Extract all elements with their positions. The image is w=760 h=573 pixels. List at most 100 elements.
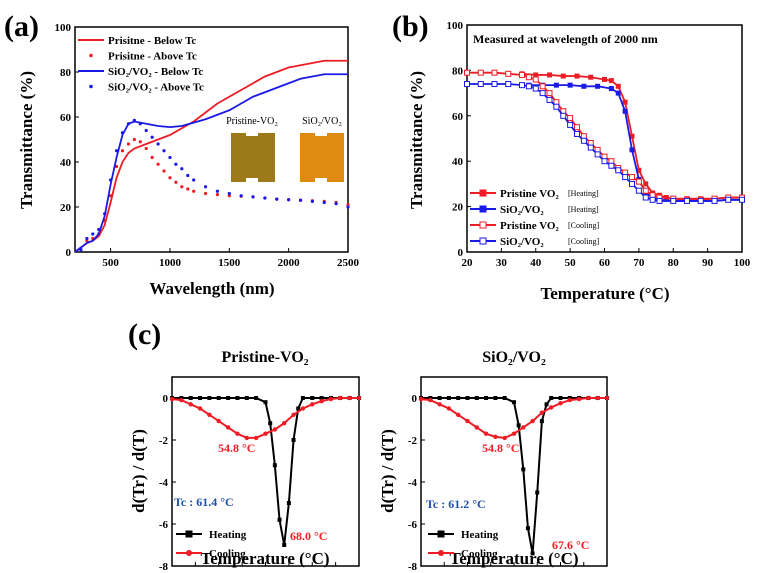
- data-point: [109, 178, 113, 182]
- data-point: [103, 212, 107, 216]
- data-point: [533, 72, 539, 78]
- data-point: [225, 425, 231, 430]
- legend-tag: [Heating]: [568, 189, 599, 198]
- data-point: [346, 205, 350, 209]
- panel-label-b: (b): [392, 10, 429, 43]
- data-point: [346, 203, 350, 207]
- data-point: [310, 396, 315, 400]
- data-point: [670, 197, 677, 204]
- x-tick-label: 60: [509, 571, 521, 573]
- legend-label: Prisitne - Above Tc: [108, 51, 197, 63]
- series-line: [467, 71, 742, 201]
- data-point: [725, 196, 732, 203]
- data-point: [251, 195, 255, 199]
- data-point: [739, 196, 745, 203]
- data-point: [576, 396, 582, 402]
- legend-marker: [479, 189, 487, 197]
- y-tick-label: -8: [408, 561, 418, 573]
- data-point: [519, 71, 525, 78]
- data-point: [144, 146, 148, 151]
- y-tick-label: 60: [452, 111, 464, 123]
- y-axis-title-c1: d(Tr) / d(T): [129, 429, 148, 513]
- data-point: [604, 395, 610, 401]
- data-point: [263, 431, 268, 436]
- data-point: [539, 410, 545, 415]
- legend-marker: [185, 530, 193, 538]
- legend-marker: [437, 530, 445, 538]
- y-tick-label: 100: [55, 22, 72, 34]
- data-point: [168, 155, 172, 160]
- series-line: [172, 397, 359, 546]
- data-point: [629, 180, 635, 187]
- data-point: [711, 197, 718, 204]
- data-point: [114, 149, 119, 153]
- y-tick-label: -4: [159, 477, 169, 489]
- legend-label: SiO₂/VO₂: [500, 236, 544, 248]
- data-point: [114, 164, 119, 169]
- data-point: [109, 194, 113, 198]
- series-line: [74, 59, 348, 253]
- plot-frame: [74, 26, 349, 253]
- data-point: [275, 197, 279, 201]
- data-point: [286, 501, 291, 505]
- y-tick-label: -6: [408, 519, 418, 531]
- legend-swatch: [89, 84, 93, 89]
- y-tick-label: -6: [159, 519, 169, 531]
- x-tick-label: 2000: [278, 257, 301, 269]
- data-point: [595, 395, 600, 401]
- data-point: [684, 197, 690, 204]
- data-point: [437, 402, 442, 407]
- x-tick-label: 40: [462, 571, 474, 573]
- x-axis-title-a: Wavelength (nm): [149, 279, 274, 298]
- data-point: [629, 147, 635, 153]
- data-point: [132, 118, 136, 122]
- legend-label: Cooling: [461, 548, 498, 560]
- y-tick-label: -2: [159, 435, 169, 447]
- data-point: [186, 187, 190, 191]
- data-point: [525, 526, 530, 531]
- data-point: [85, 236, 89, 241]
- data-point: [491, 69, 498, 76]
- tc-label-c1: Tc : 61.4 °C: [174, 495, 234, 509]
- data-point: [456, 412, 461, 417]
- series-line: [467, 83, 742, 202]
- data-point: [244, 435, 249, 441]
- x-tick-label: 70: [532, 571, 544, 573]
- data-point: [629, 174, 635, 181]
- data-point: [608, 78, 614, 84]
- y-axis-title-b: Transmittance (%): [407, 71, 426, 209]
- x-tick-label: 40: [530, 257, 542, 269]
- data-point: [642, 194, 649, 201]
- cooling-peak-label-c1: 54.8 °C: [218, 441, 255, 455]
- data-point: [319, 396, 324, 400]
- data-point: [516, 423, 521, 428]
- data-point: [574, 124, 580, 131]
- data-point: [310, 199, 314, 203]
- data-point: [91, 232, 95, 236]
- x-tick-label: 80: [668, 257, 680, 269]
- data-point: [120, 149, 125, 153]
- data-point: [521, 467, 526, 472]
- data-point: [525, 83, 532, 90]
- data-point: [601, 158, 608, 165]
- x-tick-label: 40: [213, 571, 225, 573]
- data-point: [553, 103, 560, 110]
- series-line: [521, 72, 742, 200]
- data-point: [558, 396, 563, 400]
- data-point: [530, 551, 535, 556]
- data-point: [547, 72, 552, 78]
- legend-marker: [186, 550, 192, 556]
- x-tick-label: 20: [167, 571, 179, 573]
- data-point: [144, 128, 148, 133]
- data-point: [505, 70, 512, 77]
- data-point: [539, 90, 546, 97]
- data-point: [216, 396, 221, 400]
- data-point: [560, 73, 566, 79]
- data-point: [574, 130, 580, 137]
- data-point: [567, 115, 574, 122]
- data-point: [291, 412, 296, 417]
- data-point: [539, 419, 544, 424]
- data-point: [546, 96, 553, 103]
- data-point: [197, 406, 203, 411]
